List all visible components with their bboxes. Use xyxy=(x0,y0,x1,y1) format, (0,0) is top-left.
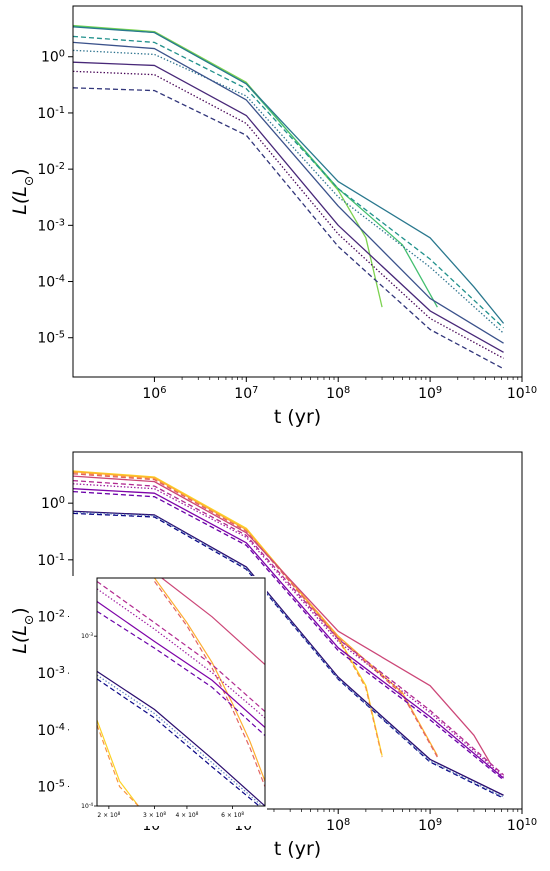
inset-y-tick-label: 10-3 xyxy=(81,632,93,641)
x-axis-label: t (yr) xyxy=(274,406,321,428)
inset-x-tick-label: 4 × 108 xyxy=(175,811,198,820)
inset-axes: 2 × 108 3 × 108 4 × 108 6 × 108 10-3 10-4 xyxy=(69,576,267,826)
inset-frame xyxy=(96,577,266,807)
x-tick-label: 108 xyxy=(326,385,350,403)
series-line xyxy=(73,25,438,308)
axes-frame xyxy=(72,5,523,378)
y-tick-label: 10-5 xyxy=(37,778,65,796)
y-tick-label: 10-3 xyxy=(37,217,65,235)
x-tick-label: 1010 xyxy=(507,817,537,835)
bottom-panel: 106107108109101010010-110-210-310-410-5t… xyxy=(9,451,537,860)
inset-series-line xyxy=(97,580,265,712)
inset-series-line xyxy=(154,578,265,782)
y-tick-label: 100 xyxy=(41,495,65,513)
y-tick-label: 10-2 xyxy=(37,161,65,179)
plot-area xyxy=(73,24,505,370)
inset-series-line xyxy=(97,724,139,806)
inset-y-tick-label: 10-4 xyxy=(81,802,93,811)
inset-series-line xyxy=(97,678,260,806)
x-axis-label: t (yr) xyxy=(274,838,321,860)
series-line xyxy=(73,61,504,353)
y-tick-label: 10-1 xyxy=(37,104,65,122)
y-axis-label: L(L⊙) xyxy=(9,168,36,214)
series-line xyxy=(73,49,504,334)
inset-series-line xyxy=(97,588,265,719)
series-line xyxy=(73,511,504,798)
inset-series-line xyxy=(97,670,265,806)
inset-plot-area xyxy=(97,578,265,806)
series-line xyxy=(73,483,504,777)
top-panel: 106 107 108 109 1010 100 10-1 10-2 10-3 10-4 10-5 t… xyxy=(9,5,537,428)
x-tick-label: 1010 xyxy=(507,385,537,403)
series-line xyxy=(73,24,383,308)
series-line xyxy=(73,488,504,779)
inset-series-line xyxy=(97,610,265,736)
series-line xyxy=(73,490,504,781)
y-tick-label: 10-3 xyxy=(37,665,65,683)
x-tick-label: 109 xyxy=(418,385,442,403)
y-tick-label: 100 xyxy=(41,48,65,66)
inset-series-line xyxy=(97,600,265,728)
plot-area xyxy=(73,470,504,799)
series-line xyxy=(73,41,504,344)
series-line xyxy=(73,479,504,776)
y-tick-label: 10-5 xyxy=(37,329,65,347)
inset-background xyxy=(69,576,267,826)
x-tick-label: 109 xyxy=(418,817,442,835)
inset-x-tick-label: 6 × 108 xyxy=(221,811,244,820)
inset-series-line xyxy=(97,674,263,806)
series-line xyxy=(73,475,491,764)
y-axis-label: L(L⊙) xyxy=(9,607,36,653)
inset-series-line xyxy=(97,719,139,806)
inset-x-tick-label: 3 × 108 xyxy=(143,811,166,820)
y-tick-label: 10-2 xyxy=(37,608,65,626)
series-line xyxy=(73,473,438,758)
x-tick-label: 107 xyxy=(234,385,258,403)
series-line xyxy=(73,35,505,329)
x-tick-label: 106 xyxy=(142,385,166,403)
y-tick-label: 10-4 xyxy=(37,721,65,739)
inset-x-tick-label: 2 × 108 xyxy=(97,811,120,820)
x-tick-label: 108 xyxy=(326,817,350,835)
series-line xyxy=(73,87,504,370)
y-tick-label: 10-1 xyxy=(37,551,65,569)
y-tick-label: 10-4 xyxy=(37,273,65,291)
series-line xyxy=(73,26,505,324)
inset-series-line xyxy=(161,578,265,666)
series-line xyxy=(73,510,504,796)
